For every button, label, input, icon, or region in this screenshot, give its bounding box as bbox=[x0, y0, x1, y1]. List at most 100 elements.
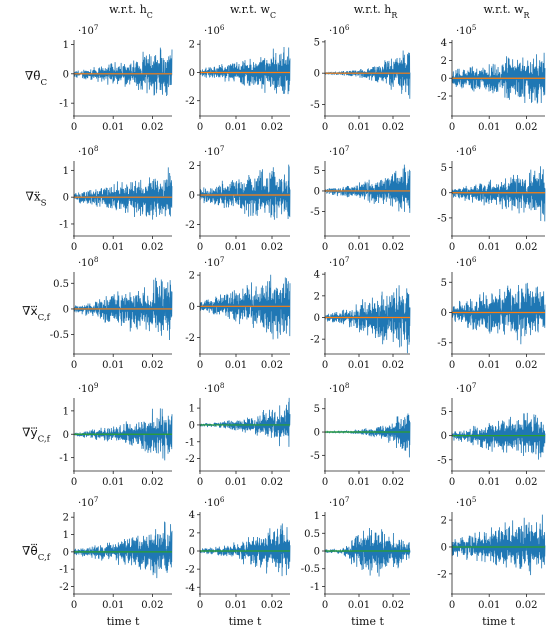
y-tick-label: 0 bbox=[63, 430, 69, 441]
y-tick-label: 0 bbox=[314, 69, 320, 80]
x-tick-label: 0 bbox=[71, 122, 77, 133]
y-tick-label: -0.5 bbox=[50, 330, 69, 341]
gradient-series-line bbox=[199, 523, 291, 577]
gradient-series-line bbox=[324, 413, 411, 458]
x-tick-label: 0 bbox=[322, 122, 328, 133]
y-tick-label: -2 bbox=[185, 565, 195, 576]
x-tick-label: 0.02 bbox=[382, 122, 404, 133]
y-tick-label: -2 bbox=[437, 569, 447, 580]
y-tick-label: 5 bbox=[441, 407, 447, 418]
y-tick-label: 2 bbox=[441, 56, 447, 67]
x-tick-label: 0.01 bbox=[102, 477, 124, 488]
exponent-label: ·107 bbox=[329, 255, 350, 270]
x-tick-label: 0 bbox=[449, 360, 455, 371]
x-tick-label: 0 bbox=[71, 360, 77, 371]
x-tick-label: 0 bbox=[449, 122, 455, 133]
x-tick-label: 0.01 bbox=[225, 122, 247, 133]
y-tick-label: 2 bbox=[63, 513, 69, 524]
x-tick-label: 0.01 bbox=[225, 242, 247, 253]
chart-panel: -1 -0.5 0 0.5 1 0 0.01 0.02 ·107 bbox=[301, 495, 411, 611]
x-tick-label: 0 bbox=[449, 600, 455, 611]
exponent-label: ·105 bbox=[456, 23, 477, 38]
y-tick-label: 2 bbox=[189, 528, 195, 539]
x-tick-label: 0 bbox=[322, 600, 328, 611]
x-tick-label: 0.02 bbox=[382, 360, 404, 371]
y-tick-label: 0 bbox=[441, 542, 447, 553]
x-tick-label: 0.02 bbox=[515, 122, 537, 133]
exponent-label: ·106 bbox=[329, 23, 350, 38]
exponent-label: ·107 bbox=[78, 495, 99, 510]
y-tick-label: 2 bbox=[189, 271, 195, 282]
exponent-label: ·107 bbox=[78, 23, 99, 38]
y-tick-label: 0 bbox=[63, 69, 69, 80]
y-tick-label: 4 bbox=[441, 38, 447, 49]
chart-panel: -2 0 2 0 0.01 0.02 ·105 bbox=[437, 495, 546, 611]
chart-panel: -2 -1 0 1 0 0.01 0.02 ·108 bbox=[185, 381, 291, 488]
x-tick-label: 0.02 bbox=[515, 600, 537, 611]
exponent-label: ·107 bbox=[204, 144, 225, 159]
column-header: w.r.t. hC bbox=[109, 3, 153, 20]
x-tick-label: 0.02 bbox=[382, 477, 404, 488]
exponent-label: ·108 bbox=[78, 144, 99, 159]
x-tick-label: 0.01 bbox=[478, 360, 500, 371]
x-tick-label: 0.01 bbox=[348, 122, 370, 133]
y-tick-label: 5 bbox=[441, 278, 447, 289]
x-tick-label: 0 bbox=[71, 242, 77, 253]
row-label: ∇x⃛C,f bbox=[22, 304, 51, 323]
y-tick-label: 0 bbox=[314, 313, 320, 324]
x-tick-label: 0.01 bbox=[225, 360, 247, 371]
gradient-series-line bbox=[451, 166, 546, 222]
x-tick-label: 0.02 bbox=[261, 477, 283, 488]
x-tick-label: 0.01 bbox=[478, 242, 500, 253]
gradient-series-line bbox=[73, 47, 173, 96]
y-tick-label: -5 bbox=[437, 455, 447, 466]
y-tick-label: 2 bbox=[314, 291, 320, 302]
y-tick-label: 0 bbox=[441, 188, 447, 199]
y-tick-label: 1 bbox=[189, 404, 195, 415]
x-tick-label: 0 bbox=[449, 477, 455, 488]
chart-panel: -4 -2 0 2 4 0 0.01 0.02 ·106 bbox=[185, 495, 291, 611]
gradient-series-line bbox=[199, 397, 291, 447]
gradient-series-line bbox=[324, 285, 411, 354]
gradient-series-line bbox=[199, 47, 291, 95]
x-tick-label: 0.02 bbox=[261, 360, 283, 371]
chart-panel: -2 -1 0 1 2 0 0.01 0.02 ·107 bbox=[59, 495, 173, 611]
x-tick-label: 0 bbox=[322, 360, 328, 371]
x-tick-label: 0.01 bbox=[478, 122, 500, 133]
chart-panel: -2 0 2 4 0 0.01 0.02 ·105 bbox=[437, 23, 546, 133]
y-tick-label: 1 bbox=[63, 40, 69, 51]
x-axis-labels: time t time t time t time t bbox=[107, 615, 516, 628]
y-tick-label: -2 bbox=[437, 92, 447, 103]
exponent-label: ·107 bbox=[204, 255, 225, 270]
y-tick-label: 5 bbox=[314, 37, 320, 48]
x-tick-label: 0.02 bbox=[515, 242, 537, 253]
column-header: w.r.t. wR bbox=[484, 3, 531, 20]
column-header: w.r.t. hR bbox=[354, 3, 399, 20]
gradient-series-line bbox=[451, 514, 546, 576]
exponent-label: ·106 bbox=[204, 23, 225, 38]
y-tick-label: -0.5 bbox=[301, 564, 320, 575]
y-tick-label: 0 bbox=[189, 191, 195, 202]
y-tick-label: -1 bbox=[59, 565, 69, 576]
y-tick-label: -5 bbox=[310, 451, 320, 462]
y-tick-label: 0 bbox=[63, 304, 69, 315]
chart-panel: -5 0 5 0 0.01 0.02 ·106 bbox=[437, 144, 546, 253]
x-tick-label: 0.01 bbox=[348, 360, 370, 371]
y-tick-label: 0 bbox=[63, 193, 69, 204]
row-label: ∇θ⃛C,f bbox=[22, 543, 51, 563]
gradient-series-line bbox=[73, 277, 173, 341]
gradient-series-line bbox=[199, 164, 291, 220]
x-tick-label: 0.01 bbox=[102, 600, 124, 611]
x-tick-label: 0.01 bbox=[102, 242, 124, 253]
exponent-label: ·109 bbox=[78, 381, 99, 396]
gradient-series-line bbox=[451, 412, 546, 460]
y-tick-label: -2 bbox=[185, 220, 195, 231]
exponent-label: ·106 bbox=[204, 495, 225, 510]
y-tick-label: -2 bbox=[310, 335, 320, 346]
exponent-label: ·106 bbox=[456, 255, 477, 270]
